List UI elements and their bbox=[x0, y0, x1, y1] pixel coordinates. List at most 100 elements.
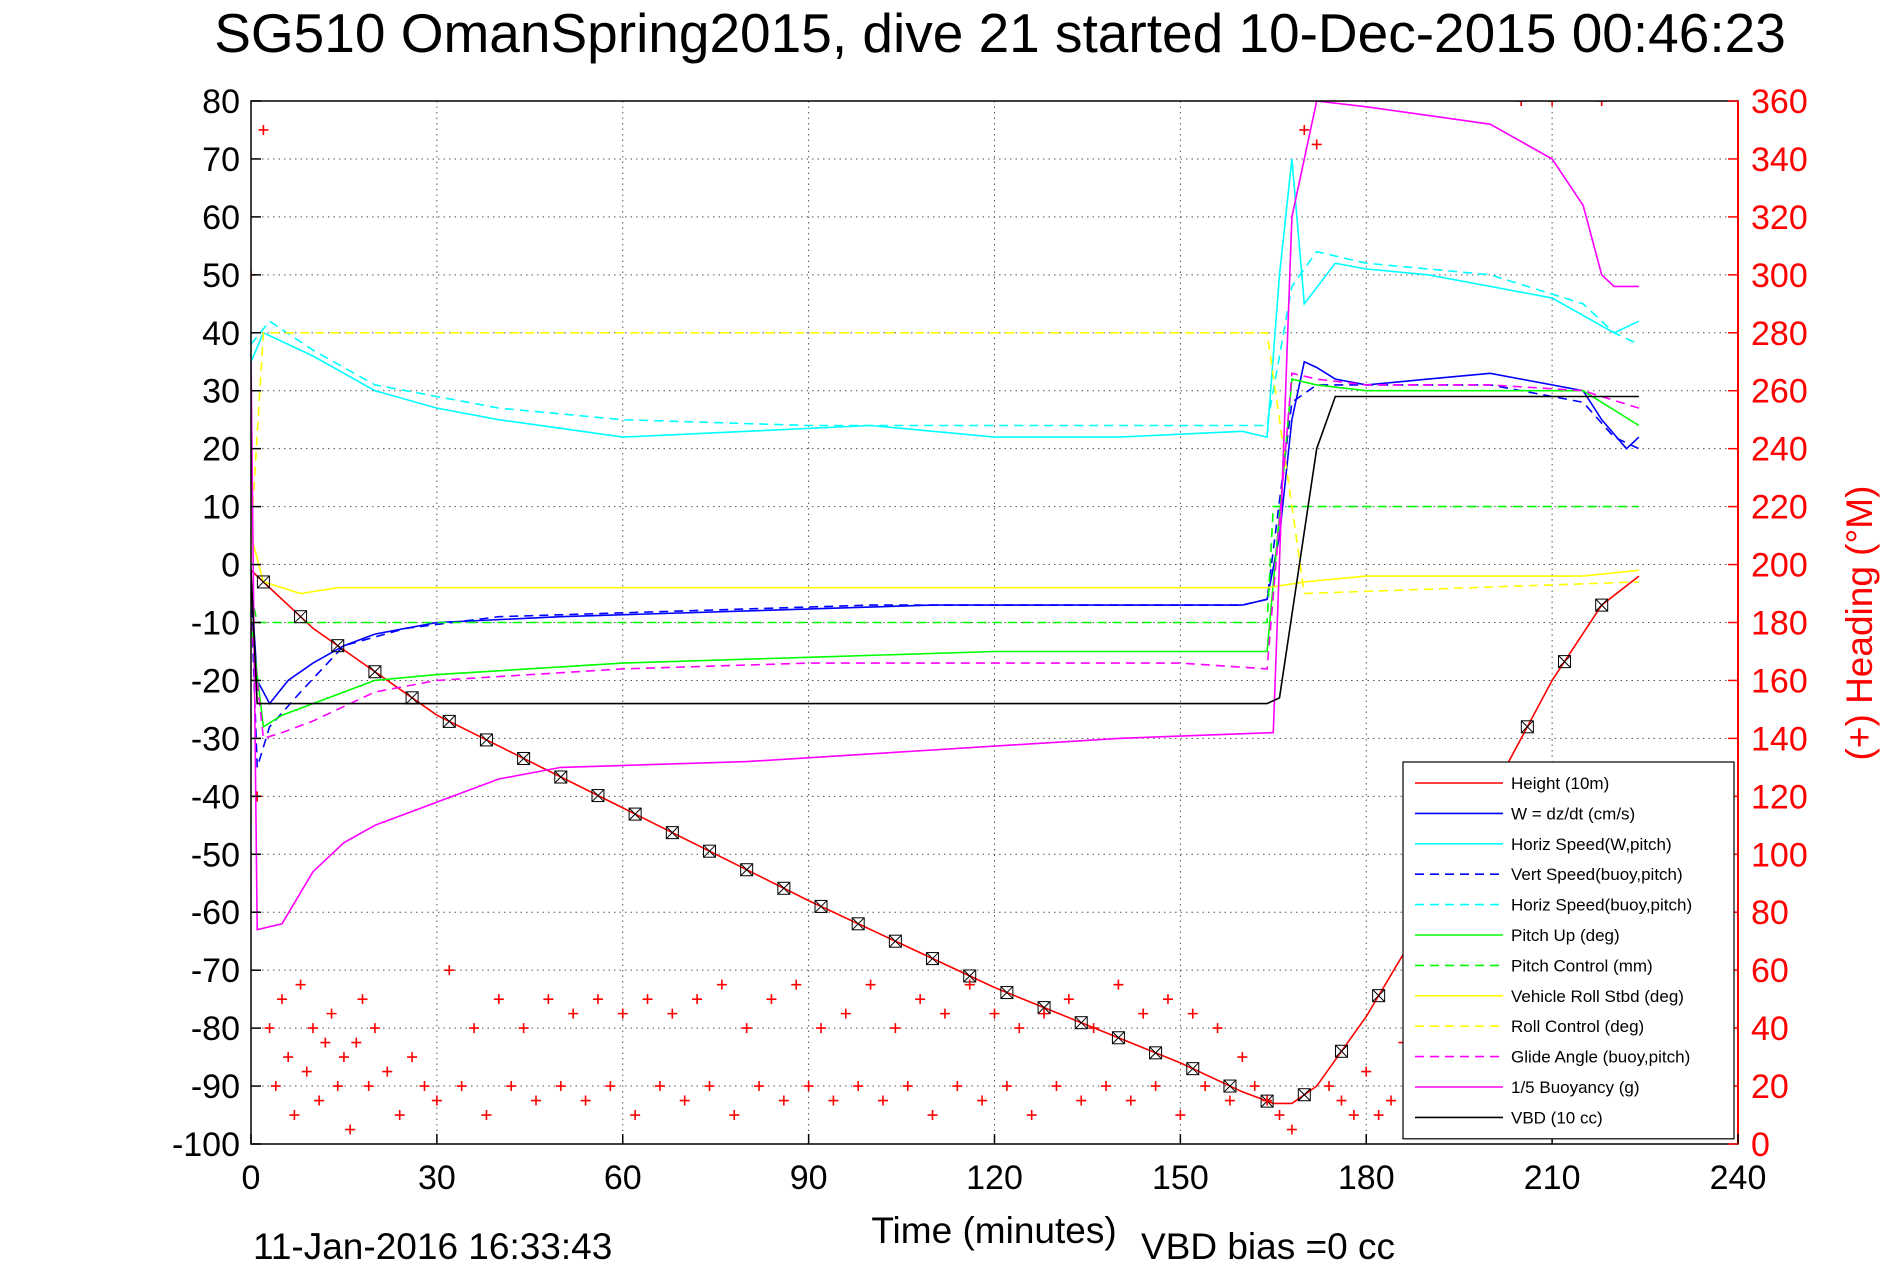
heading-point bbox=[1014, 1023, 1025, 1034]
depth-marker bbox=[702, 844, 716, 858]
y2-tick-label: 40 bbox=[1751, 1010, 1789, 1048]
heading-point bbox=[1237, 1052, 1248, 1063]
heading-point bbox=[840, 1008, 851, 1019]
heading-point bbox=[977, 1095, 988, 1106]
x-tick-label: 60 bbox=[604, 1159, 642, 1197]
heading-point bbox=[1324, 1081, 1335, 1092]
y-tick-label: -30 bbox=[191, 720, 240, 758]
heading-point bbox=[1001, 1081, 1012, 1092]
heading-point bbox=[766, 994, 777, 1005]
depth-marker bbox=[479, 733, 493, 747]
heading-point bbox=[264, 1023, 275, 1034]
legend-label: 1/5 Buoyancy (g) bbox=[1511, 1078, 1640, 1097]
heading-point bbox=[1150, 1081, 1161, 1092]
heading-point bbox=[543, 994, 554, 1005]
heading-point bbox=[1039, 1008, 1050, 1019]
x-tick-label: 0 bbox=[242, 1159, 261, 1197]
heading-point bbox=[1162, 994, 1173, 1005]
heading-point bbox=[630, 1110, 641, 1121]
y2-tick-label: 240 bbox=[1751, 431, 1808, 469]
heading-point bbox=[1175, 1110, 1186, 1121]
depth-marker bbox=[331, 639, 345, 653]
heading-point bbox=[1138, 1008, 1149, 1019]
depth-marker bbox=[1186, 1062, 1200, 1076]
footer-timestamp: 11-Jan-2016 16:33:43 bbox=[253, 1226, 612, 1262]
heading-point bbox=[444, 965, 455, 976]
depth-marker bbox=[1520, 720, 1534, 734]
heading-point bbox=[1386, 1095, 1397, 1106]
legend-entry: Pitch Control (mm) bbox=[1415, 956, 1653, 975]
heading-point bbox=[394, 1110, 405, 1121]
legend-entry: W = dz/dt (cm/s) bbox=[1415, 804, 1635, 823]
legend-box bbox=[1402, 761, 1735, 1140]
heading-point bbox=[332, 1081, 343, 1092]
y-tick-label: 40 bbox=[202, 315, 240, 353]
depth-marker bbox=[777, 881, 791, 895]
heading-point bbox=[307, 1023, 318, 1034]
heading-point bbox=[469, 1023, 480, 1034]
heading-point bbox=[369, 1023, 380, 1034]
depth-marker bbox=[926, 952, 940, 966]
depth-marker bbox=[888, 934, 902, 948]
y-tick-label: 10 bbox=[202, 489, 240, 527]
y2-tick-label: 180 bbox=[1751, 605, 1808, 643]
x-tick-label: 90 bbox=[790, 1159, 828, 1197]
heading-point bbox=[1336, 1095, 1347, 1106]
series-line-9 bbox=[251, 372, 1640, 740]
heading-point bbox=[363, 1081, 374, 1092]
y2-tick-label: 60 bbox=[1751, 952, 1789, 990]
heading-point bbox=[605, 1081, 616, 1092]
heading-point bbox=[642, 994, 653, 1005]
heading-point bbox=[276, 994, 287, 1005]
heading-point bbox=[1361, 1066, 1372, 1077]
heading-point bbox=[1113, 979, 1124, 990]
y2-tick-label: 80 bbox=[1751, 894, 1789, 932]
y-tick-label: -50 bbox=[191, 836, 240, 874]
legend-label: Height (10m) bbox=[1511, 774, 1609, 793]
y-tick-label: -90 bbox=[191, 1068, 240, 1106]
x-tick-label: 210 bbox=[1524, 1159, 1581, 1197]
heading-point bbox=[1249, 1081, 1260, 1092]
depth-marker bbox=[1372, 989, 1386, 1003]
heading-point bbox=[816, 1023, 827, 1034]
heading-point bbox=[729, 1110, 740, 1121]
heading-point bbox=[865, 979, 876, 990]
heading-point bbox=[283, 1052, 294, 1063]
heading-point bbox=[952, 1081, 963, 1092]
heading-point bbox=[1076, 1095, 1087, 1106]
heading-point bbox=[345, 1124, 356, 1135]
depth-marker bbox=[1149, 1046, 1163, 1060]
legend-entry: Horiz Speed(W,pitch) bbox=[1415, 835, 1672, 854]
depth-marker bbox=[591, 789, 605, 803]
y-tick-label: 50 bbox=[202, 257, 240, 295]
grid bbox=[250, 100, 1739, 1145]
heading-point bbox=[326, 1008, 337, 1019]
depth-marker bbox=[1223, 1079, 1237, 1093]
series-line-2 bbox=[251, 158, 1640, 439]
y2-tick-label: 360 bbox=[1751, 83, 1808, 121]
heading-point bbox=[301, 1066, 312, 1077]
heading-point bbox=[592, 994, 603, 1005]
heading-point bbox=[506, 1081, 517, 1092]
y-tick-label: 30 bbox=[202, 373, 240, 411]
heading-point bbox=[704, 1081, 715, 1092]
depth-marker bbox=[1334, 1044, 1348, 1058]
heading-point bbox=[741, 1023, 752, 1034]
series-line-1 bbox=[251, 360, 1640, 706]
y-tick-label: -70 bbox=[191, 952, 240, 990]
legend-label: VBD (10 cc) bbox=[1511, 1108, 1603, 1127]
heading-point bbox=[357, 994, 368, 1005]
heading-point bbox=[1596, 101, 1607, 106]
heading-point bbox=[754, 1081, 765, 1092]
y2-axis-label: (+) Heading (°M) bbox=[1839, 486, 1880, 761]
depth-marker bbox=[814, 899, 828, 913]
depth-marker bbox=[1111, 1031, 1125, 1045]
heading-point bbox=[1262, 1095, 1273, 1106]
heading-point bbox=[289, 1110, 300, 1121]
heading-point bbox=[1101, 1081, 1112, 1092]
heading-point bbox=[654, 1081, 665, 1092]
legend-label: Glide Angle (buoy,pitch) bbox=[1511, 1048, 1690, 1067]
chart-title: SG510 OmanSpring2015, dive 21 started 10… bbox=[214, 2, 1786, 64]
y-tick-label: 0 bbox=[221, 547, 240, 585]
